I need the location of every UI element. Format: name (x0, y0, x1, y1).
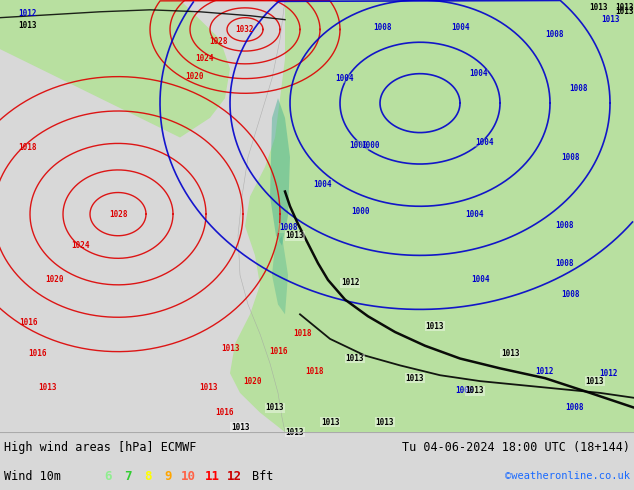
Text: 1004: 1004 (313, 180, 331, 189)
Text: 1008: 1008 (566, 403, 585, 412)
Text: 9: 9 (164, 469, 172, 483)
Text: 1013: 1013 (231, 423, 249, 432)
Polygon shape (270, 98, 290, 245)
Text: 1020: 1020 (243, 377, 261, 386)
Text: 1012: 1012 (598, 369, 618, 378)
Text: 1032: 1032 (236, 25, 254, 34)
Text: 1008: 1008 (569, 84, 587, 93)
Text: 1004: 1004 (451, 23, 469, 32)
Text: 1013: 1013 (426, 321, 444, 331)
Text: 1004: 1004 (471, 275, 489, 284)
Text: 1013: 1013 (198, 384, 217, 392)
Text: Bft: Bft (252, 469, 273, 483)
Text: 1013: 1013 (346, 354, 365, 363)
Text: 1013: 1013 (501, 349, 519, 358)
Text: 1013: 1013 (586, 377, 604, 386)
Text: 6: 6 (104, 469, 112, 483)
Text: 1018: 1018 (294, 329, 313, 339)
Polygon shape (500, 0, 634, 78)
Text: 1004: 1004 (476, 138, 495, 147)
Polygon shape (272, 236, 288, 314)
Text: 1013: 1013 (406, 374, 424, 383)
Text: 1013: 1013 (321, 418, 339, 427)
Text: 1016: 1016 (28, 349, 46, 358)
Text: 1013: 1013 (266, 403, 284, 412)
Text: 1008: 1008 (560, 290, 579, 299)
Text: 8: 8 (145, 469, 152, 483)
Text: 1004: 1004 (466, 210, 484, 219)
Text: 1013: 1013 (466, 387, 484, 395)
Text: 1012: 1012 (18, 9, 37, 18)
Text: 1000: 1000 (351, 207, 369, 216)
Text: 1000: 1000 (361, 141, 379, 150)
Text: 1013: 1013 (286, 231, 304, 240)
Polygon shape (230, 0, 634, 432)
Text: 1013: 1013 (38, 384, 56, 392)
Text: Wind 10m: Wind 10m (4, 469, 61, 483)
Text: 7: 7 (124, 469, 132, 483)
Text: 1013: 1013 (589, 3, 607, 12)
Text: 1024: 1024 (71, 241, 89, 250)
Text: 1013: 1013 (616, 3, 634, 12)
Text: 1020: 1020 (46, 275, 64, 284)
Text: 1008: 1008 (279, 223, 297, 232)
Text: 1008: 1008 (560, 153, 579, 162)
Text: 11: 11 (205, 469, 219, 483)
Text: 1016: 1016 (269, 347, 287, 356)
Text: 1008: 1008 (373, 23, 391, 32)
Text: 1013: 1013 (18, 21, 37, 30)
Text: 1008: 1008 (546, 30, 564, 39)
Text: 1004: 1004 (469, 69, 488, 78)
Text: ©weatheronline.co.uk: ©weatheronline.co.uk (505, 471, 630, 481)
Text: High wind areas [hPa] ECMWF: High wind areas [hPa] ECMWF (4, 441, 197, 454)
Text: 1024: 1024 (196, 54, 214, 63)
Text: 12: 12 (226, 469, 242, 483)
Text: 1016: 1016 (216, 408, 234, 417)
Text: 1028: 1028 (109, 210, 127, 219)
Text: 10: 10 (181, 469, 195, 483)
Text: 1008: 1008 (556, 221, 574, 230)
Text: 1013: 1013 (376, 418, 394, 427)
Text: 1000: 1000 (349, 141, 367, 150)
Text: 1013: 1013 (601, 15, 619, 24)
Text: 1012: 1012 (536, 367, 554, 376)
Text: 1016: 1016 (19, 318, 37, 327)
Text: 1008: 1008 (556, 259, 574, 268)
Text: 1012: 1012 (340, 278, 359, 287)
Text: 1018: 1018 (18, 143, 37, 152)
Text: 1013: 1013 (615, 7, 633, 16)
Text: Tu 04-06-2024 18:00 UTC (18+144): Tu 04-06-2024 18:00 UTC (18+144) (402, 441, 630, 454)
Text: 1008: 1008 (456, 387, 474, 395)
Polygon shape (0, 0, 230, 138)
Text: 1018: 1018 (306, 367, 324, 376)
Text: 1013: 1013 (286, 428, 304, 437)
Text: 1020: 1020 (186, 72, 204, 81)
Text: 1004: 1004 (336, 74, 354, 83)
Text: 1013: 1013 (221, 344, 239, 353)
Text: 1028: 1028 (209, 37, 227, 46)
